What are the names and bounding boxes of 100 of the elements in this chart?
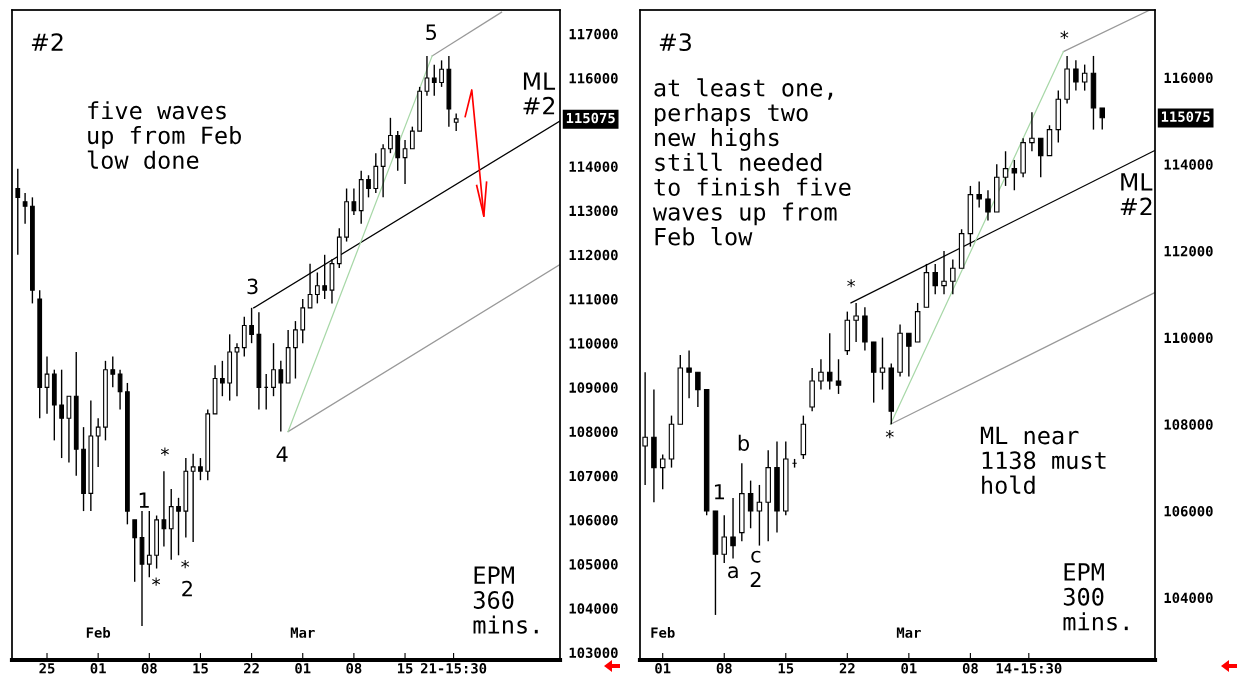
annotation: 2 [182,580,192,597]
annotation: #2 [31,33,63,51]
annotation: ML near 1138 must hold [980,426,1106,494]
candlestick [366,174,371,199]
candlestick [314,271,320,305]
y-tick-label: 110000 [569,338,618,349]
candlestick [686,349,692,399]
y-tick-label: 108000 [1164,419,1213,430]
annotation: b [738,434,749,451]
candlestick [985,189,991,222]
y-tick-label: 111000 [569,293,618,305]
candlestick [818,358,824,391]
annotation: 3 [247,278,258,295]
annotation: * [160,447,169,456]
candlestick [132,519,138,583]
candlestick [826,332,833,391]
annotation: ML #2 [523,72,556,115]
candlestick [351,187,357,216]
annotation: * [181,559,190,569]
annotation: 4 [276,446,288,462]
y-tick-label: 116000 [1164,72,1213,84]
candlestick [659,453,666,490]
x-tick-label: 01 [90,663,106,674]
x-tick-label: 15 [397,663,413,674]
y-tick-label: 114000 [1164,159,1213,170]
y-tick-label: 106000 [569,514,618,526]
candlestick [1011,159,1018,191]
annotation: EPM 300 mins. [1063,563,1128,631]
x2-tick-label: Mar [896,627,921,638]
candlestick [941,250,947,295]
candlestick [835,358,842,395]
candlestick [431,64,437,97]
candlestick [439,59,444,88]
candlestick [932,263,938,295]
annotation: 2 [750,571,761,588]
candlestick [271,342,276,397]
candlestick [59,368,65,459]
candlestick [322,254,328,300]
candlestick [424,55,430,97]
candlestick [1002,150,1009,187]
x2-tick-label: Feb [86,627,111,638]
x2-tick-label: Mar [290,627,315,638]
candlestick [853,302,859,343]
x-tick-label: 25 [39,663,55,674]
candlestick [219,360,225,397]
x-tick-label: 08 [716,663,732,674]
candlestick [190,452,196,543]
candlestick [300,298,306,344]
y-tick-label: 104000 [569,603,618,614]
y-tick-label: 103000 [569,647,618,658]
candlestick [380,143,386,199]
y-tick-label: 113000 [569,205,618,217]
annotation: ML #2 [1120,173,1153,216]
annotation: * [152,577,161,586]
candlestick [1073,59,1079,92]
annotation: five waves up from Feb low done [87,101,241,169]
candlestick [146,510,152,579]
annotation: c [751,550,761,563]
candlestick [373,152,379,194]
candlestick [879,336,886,391]
candlestick [906,332,912,378]
candlestick [1037,137,1044,178]
candlestick [168,488,174,561]
annotation: a [728,566,738,579]
candlestick [1081,63,1088,92]
candlestick [409,125,415,150]
x-tick-label: 15 [193,663,208,674]
y-tick-label: 116000 [569,73,618,84]
candlestick [15,167,21,256]
y-tick-label: 105000 [569,559,618,570]
candlestick [756,484,763,547]
y-tick-label: 107000 [569,470,618,482]
candlestick [198,457,203,481]
annotation: * [1060,30,1069,40]
y-tick-label: 117000 [569,28,618,40]
candlestick [950,258,956,295]
candlestick [234,342,240,397]
candlestick [176,497,181,556]
x-tick-label: 01 [295,663,311,674]
candlestick [1099,107,1106,131]
annotation: * [885,429,894,439]
x-tick-label: 01 [655,663,671,674]
candlestick [110,355,116,389]
text: 115075 [566,112,615,124]
candlestick [747,479,754,529]
annotation: EPM 360 mins. [473,566,538,634]
candlestick [66,395,72,464]
y-tick-label: 109000 [569,382,618,393]
candlestick [22,192,28,225]
candlestick [161,470,167,548]
candlestick [721,514,727,564]
candlestick [241,315,247,358]
candlestick [730,497,736,560]
annotation: * [847,279,856,288]
candlestick [976,180,982,209]
x2-tick-label: Feb [651,627,675,638]
text: 115075 [1161,111,1210,122]
candlestick [278,360,284,433]
y-tick-label: 112000 [569,249,618,261]
annotation: 1 [714,484,725,500]
